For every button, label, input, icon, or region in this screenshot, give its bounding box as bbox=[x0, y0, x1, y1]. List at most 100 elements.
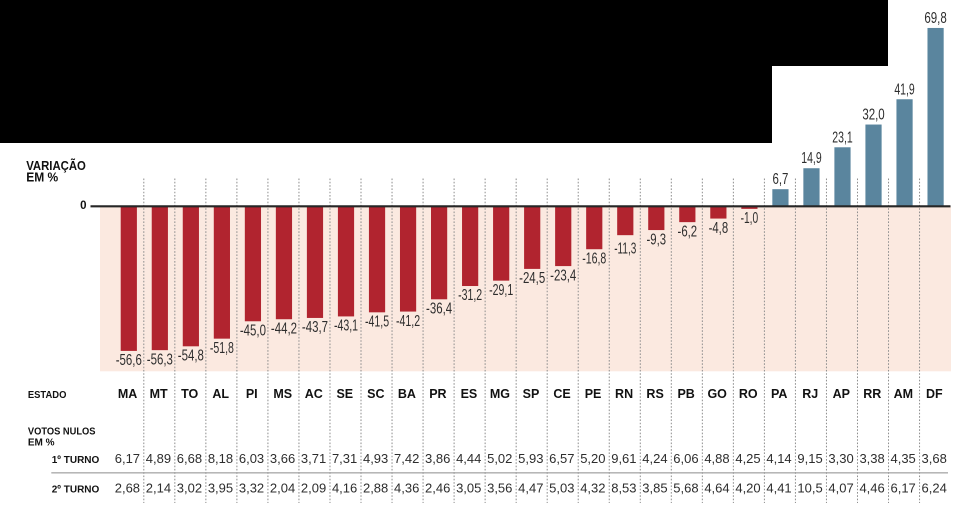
svg-text:4,47: 4,47 bbox=[518, 480, 543, 495]
svg-text:6,7: 6,7 bbox=[772, 171, 788, 188]
svg-text:-16,8: -16,8 bbox=[582, 250, 606, 267]
svg-text:ES: ES bbox=[461, 387, 478, 401]
svg-text:-43,7: -43,7 bbox=[302, 319, 328, 336]
svg-text:-44,2: -44,2 bbox=[271, 320, 297, 337]
svg-text:VOTOS NULOS: VOTOS NULOS bbox=[28, 426, 96, 437]
svg-text:SE: SE bbox=[336, 387, 353, 401]
svg-text:3,56: 3,56 bbox=[487, 480, 512, 495]
svg-text:-56,3: -56,3 bbox=[147, 351, 173, 368]
svg-text:9,15: 9,15 bbox=[797, 451, 822, 466]
svg-text:-56,6: -56,6 bbox=[116, 352, 142, 369]
svg-text:4,41: 4,41 bbox=[766, 480, 791, 495]
svg-text:3,38: 3,38 bbox=[859, 451, 884, 466]
svg-text:3,02: 3,02 bbox=[177, 480, 202, 495]
svg-text:4,24: 4,24 bbox=[642, 451, 667, 466]
svg-text:4,88: 4,88 bbox=[704, 451, 729, 466]
svg-text:10,5: 10,5 bbox=[797, 480, 822, 495]
svg-text:TO: TO bbox=[181, 387, 198, 401]
svg-text:PE: PE bbox=[585, 387, 602, 401]
svg-text:PR: PR bbox=[429, 387, 446, 401]
svg-text:8,53: 8,53 bbox=[611, 480, 636, 495]
svg-text:-6,2: -6,2 bbox=[678, 223, 698, 240]
svg-text:4,35: 4,35 bbox=[890, 451, 915, 466]
svg-text:2º TURNO: 2º TURNO bbox=[52, 484, 100, 495]
svg-text:-9,3: -9,3 bbox=[647, 231, 667, 248]
svg-text:AP: AP bbox=[833, 387, 850, 401]
svg-text:2,14: 2,14 bbox=[146, 480, 171, 495]
svg-text:-41,5: -41,5 bbox=[365, 314, 389, 331]
svg-text:6,24: 6,24 bbox=[922, 480, 947, 495]
svg-text:SP: SP bbox=[523, 387, 540, 401]
svg-text:9,61: 9,61 bbox=[611, 451, 636, 466]
svg-text:PB: PB bbox=[677, 387, 694, 401]
svg-text:CE: CE bbox=[553, 387, 570, 401]
svg-text:MA: MA bbox=[118, 387, 137, 401]
svg-text:-45,0: -45,0 bbox=[240, 322, 266, 339]
svg-text:3,71: 3,71 bbox=[301, 451, 326, 466]
svg-text:5,68: 5,68 bbox=[673, 480, 698, 495]
svg-text:-1,0: -1,0 bbox=[741, 210, 759, 227]
svg-text:4,46: 4,46 bbox=[859, 480, 884, 495]
svg-text:7,31: 7,31 bbox=[332, 451, 357, 466]
svg-text:2,68: 2,68 bbox=[115, 480, 140, 495]
svg-text:-24,5: -24,5 bbox=[519, 270, 545, 287]
svg-text:SC: SC bbox=[367, 387, 384, 401]
svg-text:3,68: 3,68 bbox=[922, 451, 947, 466]
svg-text:EM %: EM % bbox=[28, 438, 55, 449]
svg-text:3,66: 3,66 bbox=[270, 451, 295, 466]
svg-text:AL: AL bbox=[212, 387, 229, 401]
svg-text:3,30: 3,30 bbox=[828, 451, 853, 466]
svg-text:3,86: 3,86 bbox=[425, 451, 450, 466]
svg-text:2,04: 2,04 bbox=[270, 480, 295, 495]
svg-text:4,36: 4,36 bbox=[394, 480, 419, 495]
svg-text:-41,2: -41,2 bbox=[396, 313, 420, 330]
svg-text:4,25: 4,25 bbox=[735, 451, 760, 466]
svg-text:41,9: 41,9 bbox=[894, 81, 915, 98]
svg-text:3,32: 3,32 bbox=[239, 480, 264, 495]
svg-text:BA: BA bbox=[398, 387, 416, 401]
svg-text:7,42: 7,42 bbox=[394, 451, 419, 466]
svg-text:-43,1: -43,1 bbox=[334, 318, 358, 335]
svg-text:2,09: 2,09 bbox=[301, 480, 326, 495]
svg-text:VARIAÇÃO: VARIAÇÃO bbox=[26, 158, 86, 173]
svg-text:1º TURNO: 1º TURNO bbox=[52, 455, 100, 466]
svg-text:AM: AM bbox=[894, 387, 913, 401]
svg-text:8,18: 8,18 bbox=[208, 451, 233, 466]
svg-text:4,20: 4,20 bbox=[735, 480, 760, 495]
svg-text:-54,8: -54,8 bbox=[178, 348, 204, 365]
svg-text:RJ: RJ bbox=[802, 387, 818, 401]
svg-text:RR: RR bbox=[863, 387, 881, 401]
svg-text:4,89: 4,89 bbox=[146, 451, 171, 466]
svg-text:-36,4: -36,4 bbox=[426, 301, 452, 318]
svg-text:3,85: 3,85 bbox=[642, 480, 667, 495]
svg-text:6,57: 6,57 bbox=[549, 451, 574, 466]
svg-text:RS: RS bbox=[646, 387, 663, 401]
svg-text:4,07: 4,07 bbox=[828, 480, 853, 495]
svg-text:-11,3: -11,3 bbox=[614, 240, 636, 257]
svg-text:DF: DF bbox=[926, 387, 943, 401]
svg-text:2,88: 2,88 bbox=[363, 480, 388, 495]
svg-text:EM %: EM % bbox=[26, 169, 58, 184]
svg-text:MS: MS bbox=[273, 387, 292, 401]
svg-text:6,17: 6,17 bbox=[115, 451, 140, 466]
svg-text:PI: PI bbox=[246, 387, 258, 401]
svg-text:-4,8: -4,8 bbox=[709, 220, 729, 237]
svg-text:4,32: 4,32 bbox=[580, 480, 605, 495]
svg-text:6,03: 6,03 bbox=[239, 451, 264, 466]
svg-text:14,9: 14,9 bbox=[801, 150, 822, 167]
svg-text:PA: PA bbox=[771, 387, 787, 401]
svg-text:GO: GO bbox=[707, 387, 727, 401]
svg-text:32,0: 32,0 bbox=[862, 107, 885, 124]
svg-text:4,64: 4,64 bbox=[704, 480, 729, 495]
svg-text:4,14: 4,14 bbox=[766, 451, 791, 466]
svg-text:5,20: 5,20 bbox=[580, 451, 605, 466]
svg-text:-51,8: -51,8 bbox=[210, 340, 234, 357]
svg-text:2,46: 2,46 bbox=[425, 480, 450, 495]
svg-text:RO: RO bbox=[739, 387, 758, 401]
svg-text:-31,2: -31,2 bbox=[458, 287, 482, 304]
svg-text:69,8: 69,8 bbox=[924, 10, 947, 27]
svg-text:MG: MG bbox=[490, 387, 510, 401]
svg-text:6,06: 6,06 bbox=[673, 451, 698, 466]
svg-text:5,02: 5,02 bbox=[487, 451, 512, 466]
svg-text:23,1: 23,1 bbox=[832, 129, 853, 146]
